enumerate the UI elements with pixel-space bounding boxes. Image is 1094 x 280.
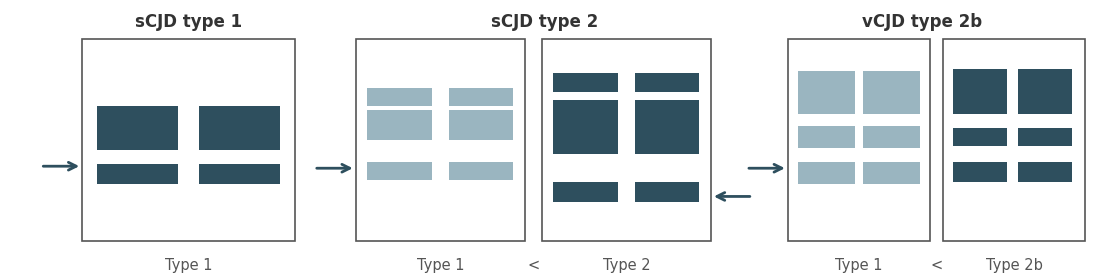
Bar	[97, 116, 178, 150]
Bar	[554, 100, 618, 154]
Text: vCJD type 2b: vCJD type 2b	[862, 13, 982, 31]
Bar	[368, 110, 432, 140]
Bar	[368, 88, 432, 106]
Bar	[199, 116, 280, 150]
Bar	[1019, 69, 1072, 114]
Bar	[368, 162, 432, 180]
Bar	[788, 39, 930, 241]
Bar	[635, 100, 699, 154]
Bar	[449, 162, 513, 180]
Text: sCJD type 1: sCJD type 1	[136, 13, 242, 31]
Bar	[798, 162, 854, 184]
Text: Type 1: Type 1	[417, 258, 464, 273]
Bar	[554, 182, 618, 202]
Bar	[953, 69, 1006, 114]
Bar	[542, 39, 711, 241]
Text: sCJD type 2: sCJD type 2	[491, 13, 598, 31]
Bar	[635, 73, 699, 92]
Text: Type 2: Type 2	[603, 258, 650, 273]
Bar	[863, 162, 920, 184]
Text: Type 1: Type 1	[835, 258, 883, 273]
Bar	[635, 182, 699, 202]
Bar	[798, 71, 854, 114]
Bar	[199, 164, 280, 184]
Bar	[953, 128, 1006, 146]
Text: <: <	[930, 258, 943, 273]
Bar	[449, 88, 513, 106]
Bar	[798, 126, 854, 148]
Bar	[97, 164, 178, 184]
Bar	[863, 126, 920, 148]
Bar	[943, 39, 1085, 241]
Bar	[554, 73, 618, 92]
Bar	[82, 39, 295, 241]
Bar	[356, 39, 525, 241]
Bar	[199, 106, 280, 120]
Text: <: <	[527, 258, 539, 273]
Text: Type 1: Type 1	[165, 258, 212, 273]
Text: Type 2b: Type 2b	[986, 258, 1043, 273]
Bar	[863, 71, 920, 114]
Bar	[1019, 128, 1072, 146]
Bar	[449, 110, 513, 140]
Bar	[97, 106, 178, 120]
Bar	[1019, 162, 1072, 182]
Bar	[953, 162, 1006, 182]
